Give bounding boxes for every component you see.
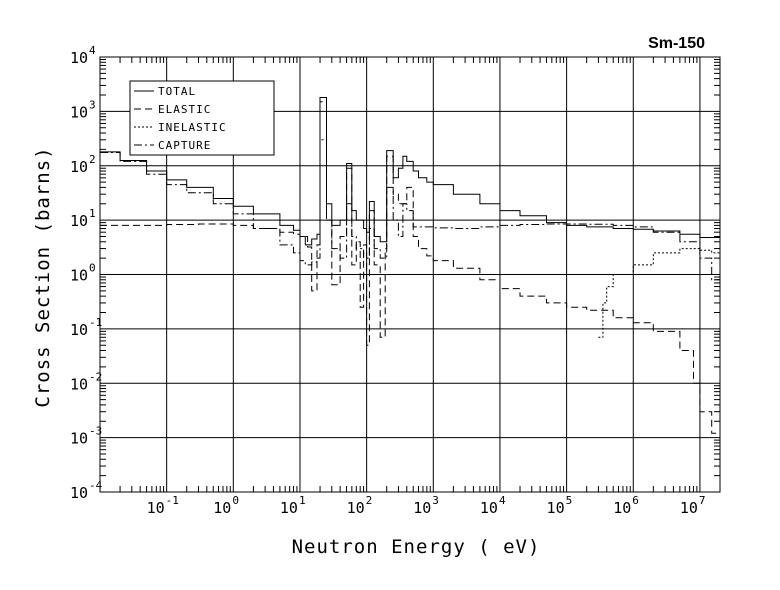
y-tick-exponent: 4	[89, 44, 96, 57]
x-tick-exponent: 6	[632, 494, 639, 507]
x-tick-exponent: 3	[432, 494, 439, 507]
y-tick-label: 10	[70, 321, 88, 339]
x-tick-exponent: 4	[499, 494, 506, 507]
x-tick-label: 10	[547, 499, 565, 517]
x-tick-exponent: -1	[166, 494, 179, 507]
y-tick-exponent: -2	[89, 370, 102, 383]
y-tick-label: 10	[70, 484, 88, 502]
x-tick-label: 10	[147, 499, 165, 517]
y-tick-exponent: -3	[89, 425, 102, 438]
legend-label-inelastic: INELASTIC	[158, 121, 227, 134]
chart-title: Sm-150	[648, 35, 705, 52]
legend-label-capture: CAPTURE	[158, 139, 211, 152]
y-tick-exponent: 3	[89, 98, 96, 111]
y-tick-label: 10	[70, 49, 88, 67]
y-tick-label: 10	[70, 375, 88, 393]
x-tick-exponent: 2	[366, 494, 373, 507]
x-tick-label: 10	[680, 499, 698, 517]
series-line-capture	[100, 139, 721, 291]
y-tick-label: 10	[70, 212, 88, 230]
y-axis-label: Cross Section (barns)	[32, 146, 54, 407]
series-line-inelastic	[598, 248, 720, 338]
x-tick-exponent: 7	[699, 494, 706, 507]
legend-box	[129, 80, 275, 156]
grid-lines	[99, 56, 720, 493]
y-tick-exponent: 1	[89, 207, 96, 220]
x-axis-label: Neutron Energy ( eV)	[292, 536, 541, 558]
legend: TOTAL ELASTIC INELASTIC CAPTURE	[129, 80, 275, 156]
x-tick-exponent: 0	[232, 494, 239, 507]
tick-labels: 10 -1 10 0 10 1 10 2 10 3 10 4 10 5 10 6 10 710 410 310 210 1…	[70, 44, 706, 517]
x-tick-label: 10	[613, 499, 631, 517]
legend-label-elastic: ELASTIC	[158, 103, 211, 116]
y-tick-exponent: -1	[89, 316, 102, 329]
legend-label-total: TOTAL	[158, 85, 196, 98]
y-tick-label: 10	[70, 267, 88, 285]
x-tick-label: 10	[480, 499, 498, 517]
x-tick-label: 10	[347, 499, 365, 517]
x-tick-label: 10	[213, 499, 231, 517]
y-tick-exponent: 0	[89, 262, 96, 275]
y-tick-label: 10	[70, 103, 88, 121]
x-tick-exponent: 5	[566, 494, 573, 507]
axis-ticks	[100, 57, 720, 492]
series-layer	[100, 97, 721, 438]
y-tick-label: 10	[70, 158, 88, 176]
x-tick-label: 10	[413, 499, 431, 517]
y-tick-exponent: 2	[89, 153, 96, 166]
x-tick-label: 10	[280, 499, 298, 517]
y-tick-exponent: -4	[89, 479, 103, 492]
series-line-elastic	[100, 101, 721, 438]
x-tick-exponent: 1	[299, 494, 306, 507]
y-tick-label: 10	[70, 430, 88, 448]
